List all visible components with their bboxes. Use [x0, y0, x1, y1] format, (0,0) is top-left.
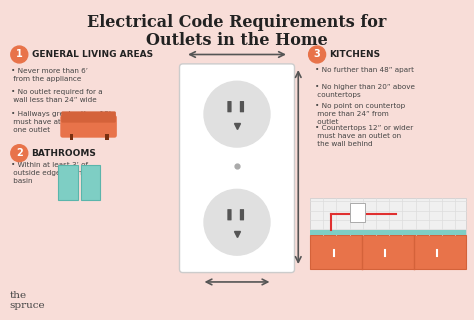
Text: • Countertops 12” or wider
 must have an outlet on
 the wall behind: • Countertops 12” or wider must have an … — [315, 125, 413, 147]
FancyBboxPatch shape — [60, 115, 117, 138]
Text: KITCHENS: KITCHENS — [329, 50, 381, 59]
Text: Outlets in the Home: Outlets in the Home — [146, 32, 328, 49]
Bar — [81, 165, 100, 200]
Circle shape — [11, 46, 28, 63]
FancyBboxPatch shape — [228, 101, 232, 112]
FancyBboxPatch shape — [61, 111, 116, 123]
Text: GENERAL LIVING AREAS: GENERAL LIVING AREAS — [32, 50, 153, 59]
FancyBboxPatch shape — [240, 209, 244, 220]
Text: • Never more than 6’
 from the appliance: • Never more than 6’ from the appliance — [11, 68, 88, 82]
Text: • Hallways greater than 10’
 must have at least
 one outlet: • Hallways greater than 10’ must have at… — [11, 111, 111, 133]
Bar — [105, 134, 109, 140]
Text: • No further than 48” apart: • No further than 48” apart — [315, 67, 414, 73]
Bar — [58, 165, 78, 200]
Bar — [310, 236, 465, 269]
Bar — [350, 204, 365, 222]
Text: the
spruce: the spruce — [10, 291, 46, 310]
Text: • No point on countertop
 more than 24” from
 outlet: • No point on countertop more than 24” f… — [315, 103, 405, 125]
Text: Electrical Code Requirements for: Electrical Code Requirements for — [87, 14, 387, 31]
Circle shape — [309, 46, 326, 63]
Text: 1: 1 — [16, 50, 23, 60]
FancyBboxPatch shape — [240, 101, 244, 112]
Text: 2: 2 — [16, 148, 23, 158]
Circle shape — [204, 189, 270, 255]
FancyBboxPatch shape — [180, 64, 294, 273]
Text: • No outlet required for a
 wall less than 24” wide: • No outlet required for a wall less tha… — [11, 89, 102, 103]
Text: • Within at least 3’ of
 outside edge of sink
 basin: • Within at least 3’ of outside edge of … — [11, 162, 88, 184]
Circle shape — [11, 145, 28, 162]
Bar — [310, 198, 465, 236]
Text: 3: 3 — [314, 50, 320, 60]
FancyBboxPatch shape — [228, 209, 232, 220]
Text: • No higher than 20” above
 countertops: • No higher than 20” above countertops — [315, 84, 415, 98]
Bar — [310, 230, 465, 236]
Bar — [70, 134, 73, 140]
Circle shape — [204, 81, 270, 147]
Text: BATHROOMS: BATHROOMS — [32, 149, 96, 158]
